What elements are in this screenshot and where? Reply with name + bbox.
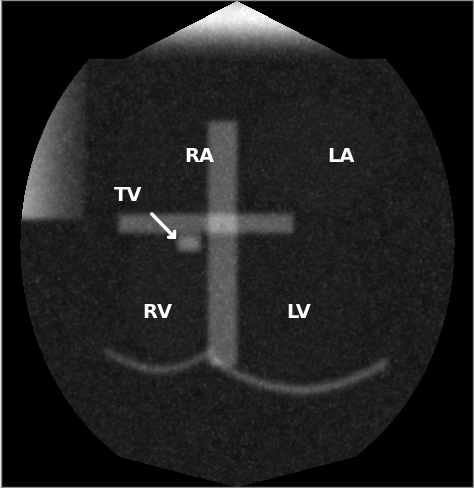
Text: RV: RV: [142, 303, 172, 322]
Text: RA: RA: [184, 147, 214, 166]
Text: TV: TV: [114, 186, 143, 205]
Text: LA: LA: [327, 147, 355, 166]
Text: LV: LV: [286, 303, 310, 322]
